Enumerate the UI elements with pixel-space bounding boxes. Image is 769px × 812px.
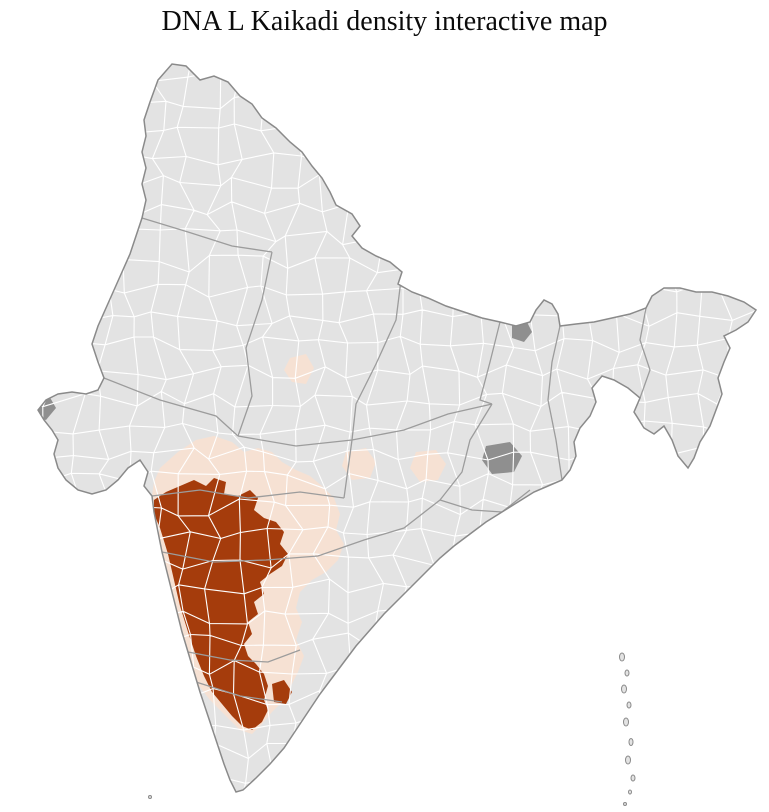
island [624,669,630,677]
island [628,789,632,795]
andaman-islands [148,652,636,806]
island [148,795,152,799]
low-density-area[interactable] [284,354,314,384]
island [619,652,625,662]
map-layers [28,64,756,792]
high-density-area[interactable] [154,478,288,730]
island [623,717,629,727]
high-density-area[interactable] [272,680,292,704]
island [628,738,634,746]
island [626,701,632,709]
low-density-area[interactable] [342,448,376,480]
island [621,684,627,694]
no-data-district[interactable] [482,442,522,474]
high-density-region[interactable] [154,478,292,730]
island [623,802,627,806]
island [630,774,636,782]
island [625,755,631,765]
state-borders [103,217,651,703]
no-data-district[interactable] [28,394,56,420]
low-density-area[interactable] [410,450,446,482]
page-title: DNA L Kaikadi density interactive map [161,6,608,37]
